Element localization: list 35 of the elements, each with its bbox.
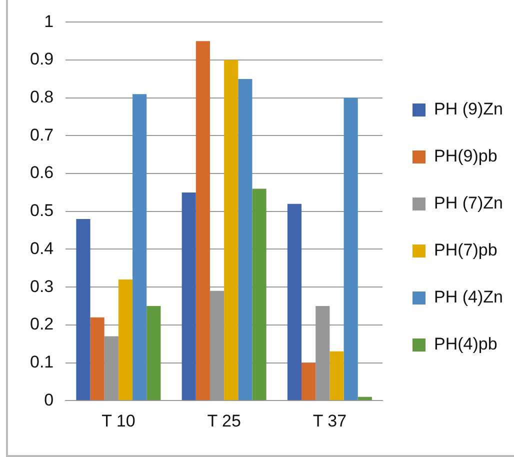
bar [330, 351, 344, 400]
bar [252, 188, 266, 400]
bar [238, 78, 252, 400]
y-tick-label: 0.9 [30, 50, 54, 69]
bar [76, 218, 90, 400]
bar [344, 98, 358, 400]
bar [196, 41, 210, 400]
bar [182, 192, 196, 400]
legend-label: PH (9)Zn [434, 100, 503, 119]
x-tick-label: T 10 [102, 411, 136, 430]
y-tick-label: 0.3 [30, 276, 54, 296]
y-tick-label: 1 [44, 12, 54, 31]
y-tick-label: 0.4 [30, 238, 54, 258]
bar [224, 60, 238, 400]
bar [132, 94, 147, 400]
legend-label: PH (7)Zn [434, 194, 503, 213]
y-tick-label: 0.7 [30, 125, 54, 144]
y-tick-label: 0.6 [30, 163, 54, 182]
y-tick-label: 0.8 [30, 88, 54, 107]
x-tick-label: T 37 [312, 411, 347, 430]
legend-label: PH (4)Zn [434, 288, 503, 307]
y-tick-label: 0 [44, 390, 54, 410]
bar [287, 204, 302, 400]
legend-label: PH(4)pb [434, 334, 498, 354]
bar [90, 317, 104, 400]
y-tick-label: 0.1 [30, 352, 54, 372]
bar [146, 306, 161, 400]
bar [358, 396, 372, 400]
legend-label: PH(9)pb [434, 146, 498, 166]
y-tick-label: 0.2 [30, 314, 54, 334]
legend-label: PH(7)pb [434, 240, 498, 260]
bar [302, 362, 316, 400]
y-tick-label: 0.5 [30, 201, 54, 220]
bar [118, 280, 133, 400]
x-tick-label: T 25 [207, 411, 241, 430]
